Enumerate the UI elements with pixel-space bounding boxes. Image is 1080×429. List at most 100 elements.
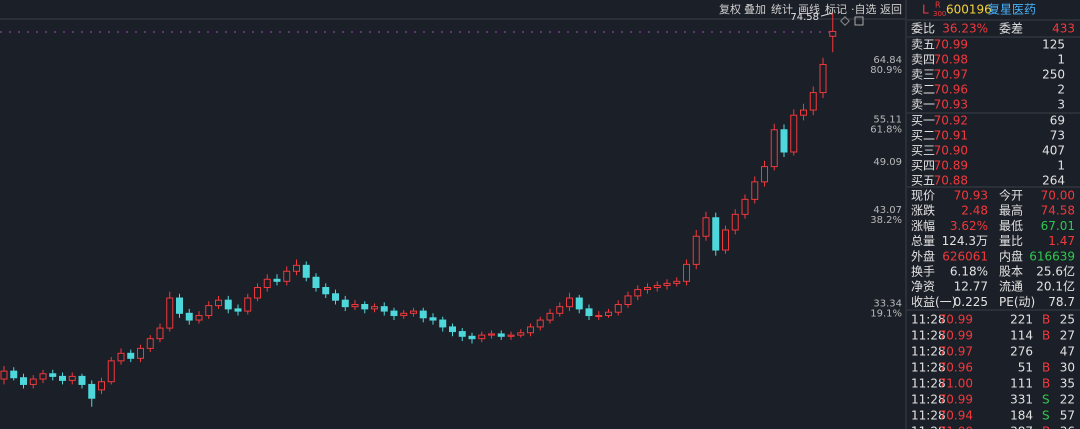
candle-body bbox=[98, 381, 105, 391]
value: 25.6亿 bbox=[1036, 264, 1075, 279]
tick-price: 71.00 bbox=[939, 425, 973, 429]
level-name: 买四 bbox=[911, 159, 935, 173]
candle-body bbox=[361, 304, 369, 310]
candle-body bbox=[653, 284, 661, 288]
tick-price: 70.99 bbox=[939, 393, 973, 407]
label: 最高 bbox=[999, 203, 1023, 218]
tick-count: 36 bbox=[1060, 425, 1075, 429]
level-volume: 407 bbox=[1042, 144, 1065, 158]
level-ratio: 19.1% bbox=[870, 308, 902, 319]
stock-code: 600196 bbox=[946, 3, 992, 17]
label: 净资 bbox=[911, 280, 935, 294]
max-label: 74.58 bbox=[790, 12, 819, 23]
tick-side: B bbox=[1042, 377, 1050, 391]
candle-body bbox=[702, 217, 710, 237]
tick-volume: 184 bbox=[1010, 409, 1033, 423]
tick-time: 11:28 bbox=[911, 313, 946, 327]
candle-body bbox=[663, 282, 671, 286]
toolbar-button[interactable]: 统计 bbox=[771, 3, 793, 16]
candle-body bbox=[215, 299, 222, 307]
candle-body bbox=[117, 352, 125, 362]
toolbar-button[interactable]: 返回 bbox=[880, 3, 902, 16]
label: 内盘 bbox=[999, 248, 1023, 263]
candle-body bbox=[137, 347, 144, 359]
value: 36.23% bbox=[942, 22, 988, 36]
value: 20.1亿 bbox=[1036, 279, 1075, 294]
candle-body bbox=[488, 333, 495, 336]
tick-volume: 276 bbox=[1010, 345, 1033, 359]
value: 433 bbox=[1052, 22, 1075, 36]
draw-icon[interactable] bbox=[840, 16, 850, 26]
label: 委差 bbox=[999, 22, 1023, 36]
candle-body bbox=[536, 319, 544, 328]
tick-volume: 114 bbox=[1010, 329, 1033, 343]
value: 12.77 bbox=[954, 280, 988, 294]
level-price: 33.34 bbox=[873, 298, 902, 309]
toolbar-button[interactable]: 画线 bbox=[798, 2, 820, 16]
level-price: 70.98 bbox=[934, 53, 968, 67]
tick-time: 11:28 bbox=[911, 409, 946, 423]
candle-body bbox=[127, 352, 135, 359]
candle-body bbox=[107, 360, 115, 383]
label: 现价 bbox=[911, 189, 935, 203]
candle-body bbox=[644, 287, 651, 291]
level-name: 买二 bbox=[911, 129, 935, 143]
tick-price: 70.99 bbox=[939, 329, 973, 343]
toolbar-button[interactable]: 叠加 bbox=[744, 3, 766, 16]
label: PE(动) bbox=[999, 295, 1035, 309]
candle-body bbox=[29, 378, 37, 385]
candle-body bbox=[683, 263, 690, 282]
label: 委比 bbox=[911, 22, 935, 36]
toolbar-button[interactable]: 标记 bbox=[825, 2, 847, 16]
value: 2.48 bbox=[961, 204, 988, 218]
value: 74.58 bbox=[1041, 204, 1075, 218]
level-price: 70.92 bbox=[934, 114, 968, 128]
candle-body bbox=[390, 310, 398, 317]
candle-body bbox=[371, 306, 378, 310]
candle-body bbox=[634, 289, 642, 297]
candle-body bbox=[322, 287, 330, 295]
candle-body bbox=[195, 315, 203, 321]
candle-body bbox=[546, 312, 554, 321]
candle-body bbox=[10, 370, 18, 379]
tick-side: B bbox=[1042, 361, 1050, 375]
level-name: 卖四 bbox=[911, 53, 935, 67]
label: 收益(一) bbox=[911, 295, 956, 309]
level-name: 卖三 bbox=[911, 68, 935, 82]
candle-body bbox=[731, 213, 739, 231]
value: 3.62% bbox=[950, 219, 988, 233]
candle-body bbox=[614, 304, 622, 313]
candle-body bbox=[751, 181, 759, 200]
tick-count: 27 bbox=[1060, 329, 1075, 343]
tick-price: 70.99 bbox=[939, 313, 973, 327]
candle-body bbox=[585, 308, 593, 317]
candle-body bbox=[556, 306, 564, 314]
level-volume: 264 bbox=[1042, 174, 1065, 188]
tick-volume: 221 bbox=[1010, 313, 1033, 327]
candle-body bbox=[449, 326, 456, 333]
candle-body bbox=[166, 297, 174, 329]
candle-body bbox=[332, 293, 339, 301]
toolbar-button[interactable]: ·自选 bbox=[851, 3, 877, 16]
tick-price: 70.94 bbox=[939, 409, 973, 423]
level-name: 卖二 bbox=[911, 83, 935, 97]
candle-body bbox=[146, 338, 154, 349]
value: 1.47 bbox=[1048, 234, 1075, 248]
candle-body bbox=[507, 334, 515, 337]
candle-body bbox=[595, 315, 603, 318]
candle-body bbox=[429, 317, 437, 321]
candle-body bbox=[380, 306, 388, 312]
candle-body bbox=[68, 375, 76, 381]
level-ratio: 38.2% bbox=[870, 215, 902, 226]
label: 总量 bbox=[911, 234, 935, 248]
level-price: 70.91 bbox=[934, 129, 968, 143]
tick-time: 11:28 bbox=[911, 345, 946, 359]
candle-body bbox=[205, 305, 213, 317]
candle-body bbox=[741, 198, 749, 215]
toolbar-button[interactable]: 复权 bbox=[719, 2, 741, 16]
label: 涨跌 bbox=[911, 203, 935, 218]
board: R bbox=[935, 1, 941, 10]
window-icon[interactable] bbox=[854, 16, 864, 26]
candle-body bbox=[478, 334, 486, 340]
level-ratio: 61.8% bbox=[870, 125, 902, 136]
